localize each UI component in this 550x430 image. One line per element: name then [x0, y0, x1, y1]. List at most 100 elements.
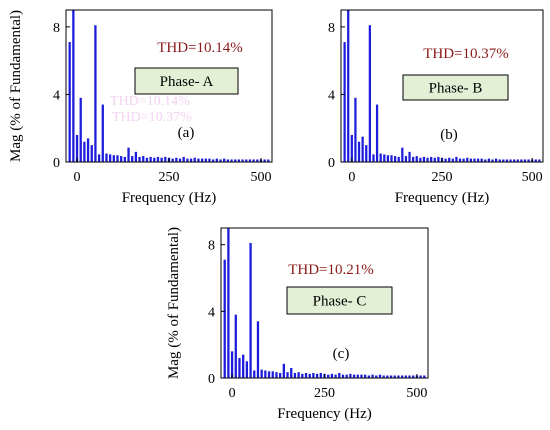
bar	[378, 374, 382, 378]
bar	[412, 156, 415, 162]
bar	[109, 154, 112, 162]
bar	[290, 368, 293, 378]
bar	[389, 375, 393, 378]
bar	[327, 374, 330, 378]
bar	[142, 156, 145, 162]
bar	[138, 156, 141, 162]
bar	[487, 158, 491, 162]
bar	[423, 375, 426, 378]
bar	[90, 145, 93, 162]
bar	[400, 375, 404, 378]
bar	[301, 373, 304, 378]
bar	[356, 374, 359, 378]
bar	[361, 136, 364, 162]
bar	[469, 158, 472, 162]
bar	[293, 373, 297, 378]
y-axis-label: Mag (% of Fundamental)	[8, 10, 24, 162]
bar	[498, 159, 501, 162]
bar	[455, 156, 458, 162]
bar	[245, 361, 249, 378]
bar	[422, 156, 426, 162]
bar	[312, 373, 315, 378]
bar	[386, 155, 390, 162]
bar	[383, 154, 386, 162]
bar	[466, 157, 469, 162]
bar	[520, 159, 523, 162]
bar	[131, 156, 134, 162]
bar	[371, 374, 374, 378]
bar	[282, 363, 285, 378]
phase-label: Phase- A	[160, 74, 214, 90]
y-tick-label: 4	[328, 88, 335, 103]
bar	[509, 159, 512, 162]
bar	[256, 321, 260, 378]
bar	[223, 158, 226, 162]
y-tick-label: 4	[53, 88, 60, 103]
bar	[408, 151, 411, 162]
bar	[368, 25, 371, 163]
bar	[186, 158, 189, 162]
bar	[134, 151, 138, 162]
phase-box	[402, 74, 509, 101]
bar	[230, 159, 233, 162]
phase-box	[286, 286, 393, 315]
bar	[419, 157, 422, 162]
thd-label: THD=10.21%	[288, 262, 374, 278]
bar	[105, 153, 108, 162]
bar	[404, 375, 407, 378]
bar	[72, 10, 75, 162]
bar	[397, 156, 400, 162]
y-tick-label: 0	[53, 156, 60, 171]
bar	[245, 159, 248, 162]
bar	[404, 156, 408, 162]
bar	[212, 159, 215, 162]
x-axis-label: Frequency (Hz)	[277, 406, 372, 422]
bar	[241, 159, 244, 162]
bar	[249, 243, 252, 378]
bar	[153, 157, 156, 162]
y-tick-label: 8	[53, 21, 60, 36]
bar	[534, 159, 537, 162]
bar	[237, 159, 241, 162]
x-tick-label: 250	[314, 386, 335, 401]
bar	[491, 159, 494, 162]
x-tick-label: 500	[250, 170, 271, 185]
bar	[419, 375, 422, 378]
bar	[484, 159, 487, 162]
bar	[315, 373, 319, 378]
bar	[401, 147, 404, 162]
ghost-label: THD=10.37%	[112, 110, 192, 125]
bar	[349, 373, 352, 378]
bar	[379, 153, 382, 162]
bar	[234, 159, 237, 162]
bar	[415, 156, 418, 162]
bar	[448, 157, 451, 162]
x-tick-label: 250	[159, 170, 180, 185]
ghost-label: THD=10.14%	[110, 94, 190, 109]
thd-label: THD=10.14%	[157, 40, 243, 56]
phase-box	[134, 67, 239, 95]
x-tick-label: 500	[522, 170, 543, 185]
bar	[352, 374, 356, 378]
bar	[367, 375, 370, 378]
phase-label: Phase- C	[313, 294, 367, 310]
bar	[364, 374, 367, 378]
x-tick-label: 0	[348, 170, 355, 185]
bar	[275, 372, 278, 378]
bar	[238, 358, 241, 378]
bar	[527, 159, 530, 162]
bar	[393, 156, 397, 162]
chart-panel-2: 0 4 8 0 250 500 Frequency (Hz) THD=10.37% Phase-…	[328, 9, 544, 206]
bar	[248, 159, 252, 162]
bar	[175, 157, 178, 162]
bar	[347, 10, 350, 162]
y-tick-label: 8	[208, 239, 215, 254]
bar	[149, 156, 152, 162]
bar	[267, 371, 271, 378]
bar	[505, 159, 509, 162]
bar	[458, 158, 462, 162]
bar	[271, 371, 274, 378]
x-tick-label: 250	[432, 170, 453, 185]
bar	[86, 138, 90, 162]
